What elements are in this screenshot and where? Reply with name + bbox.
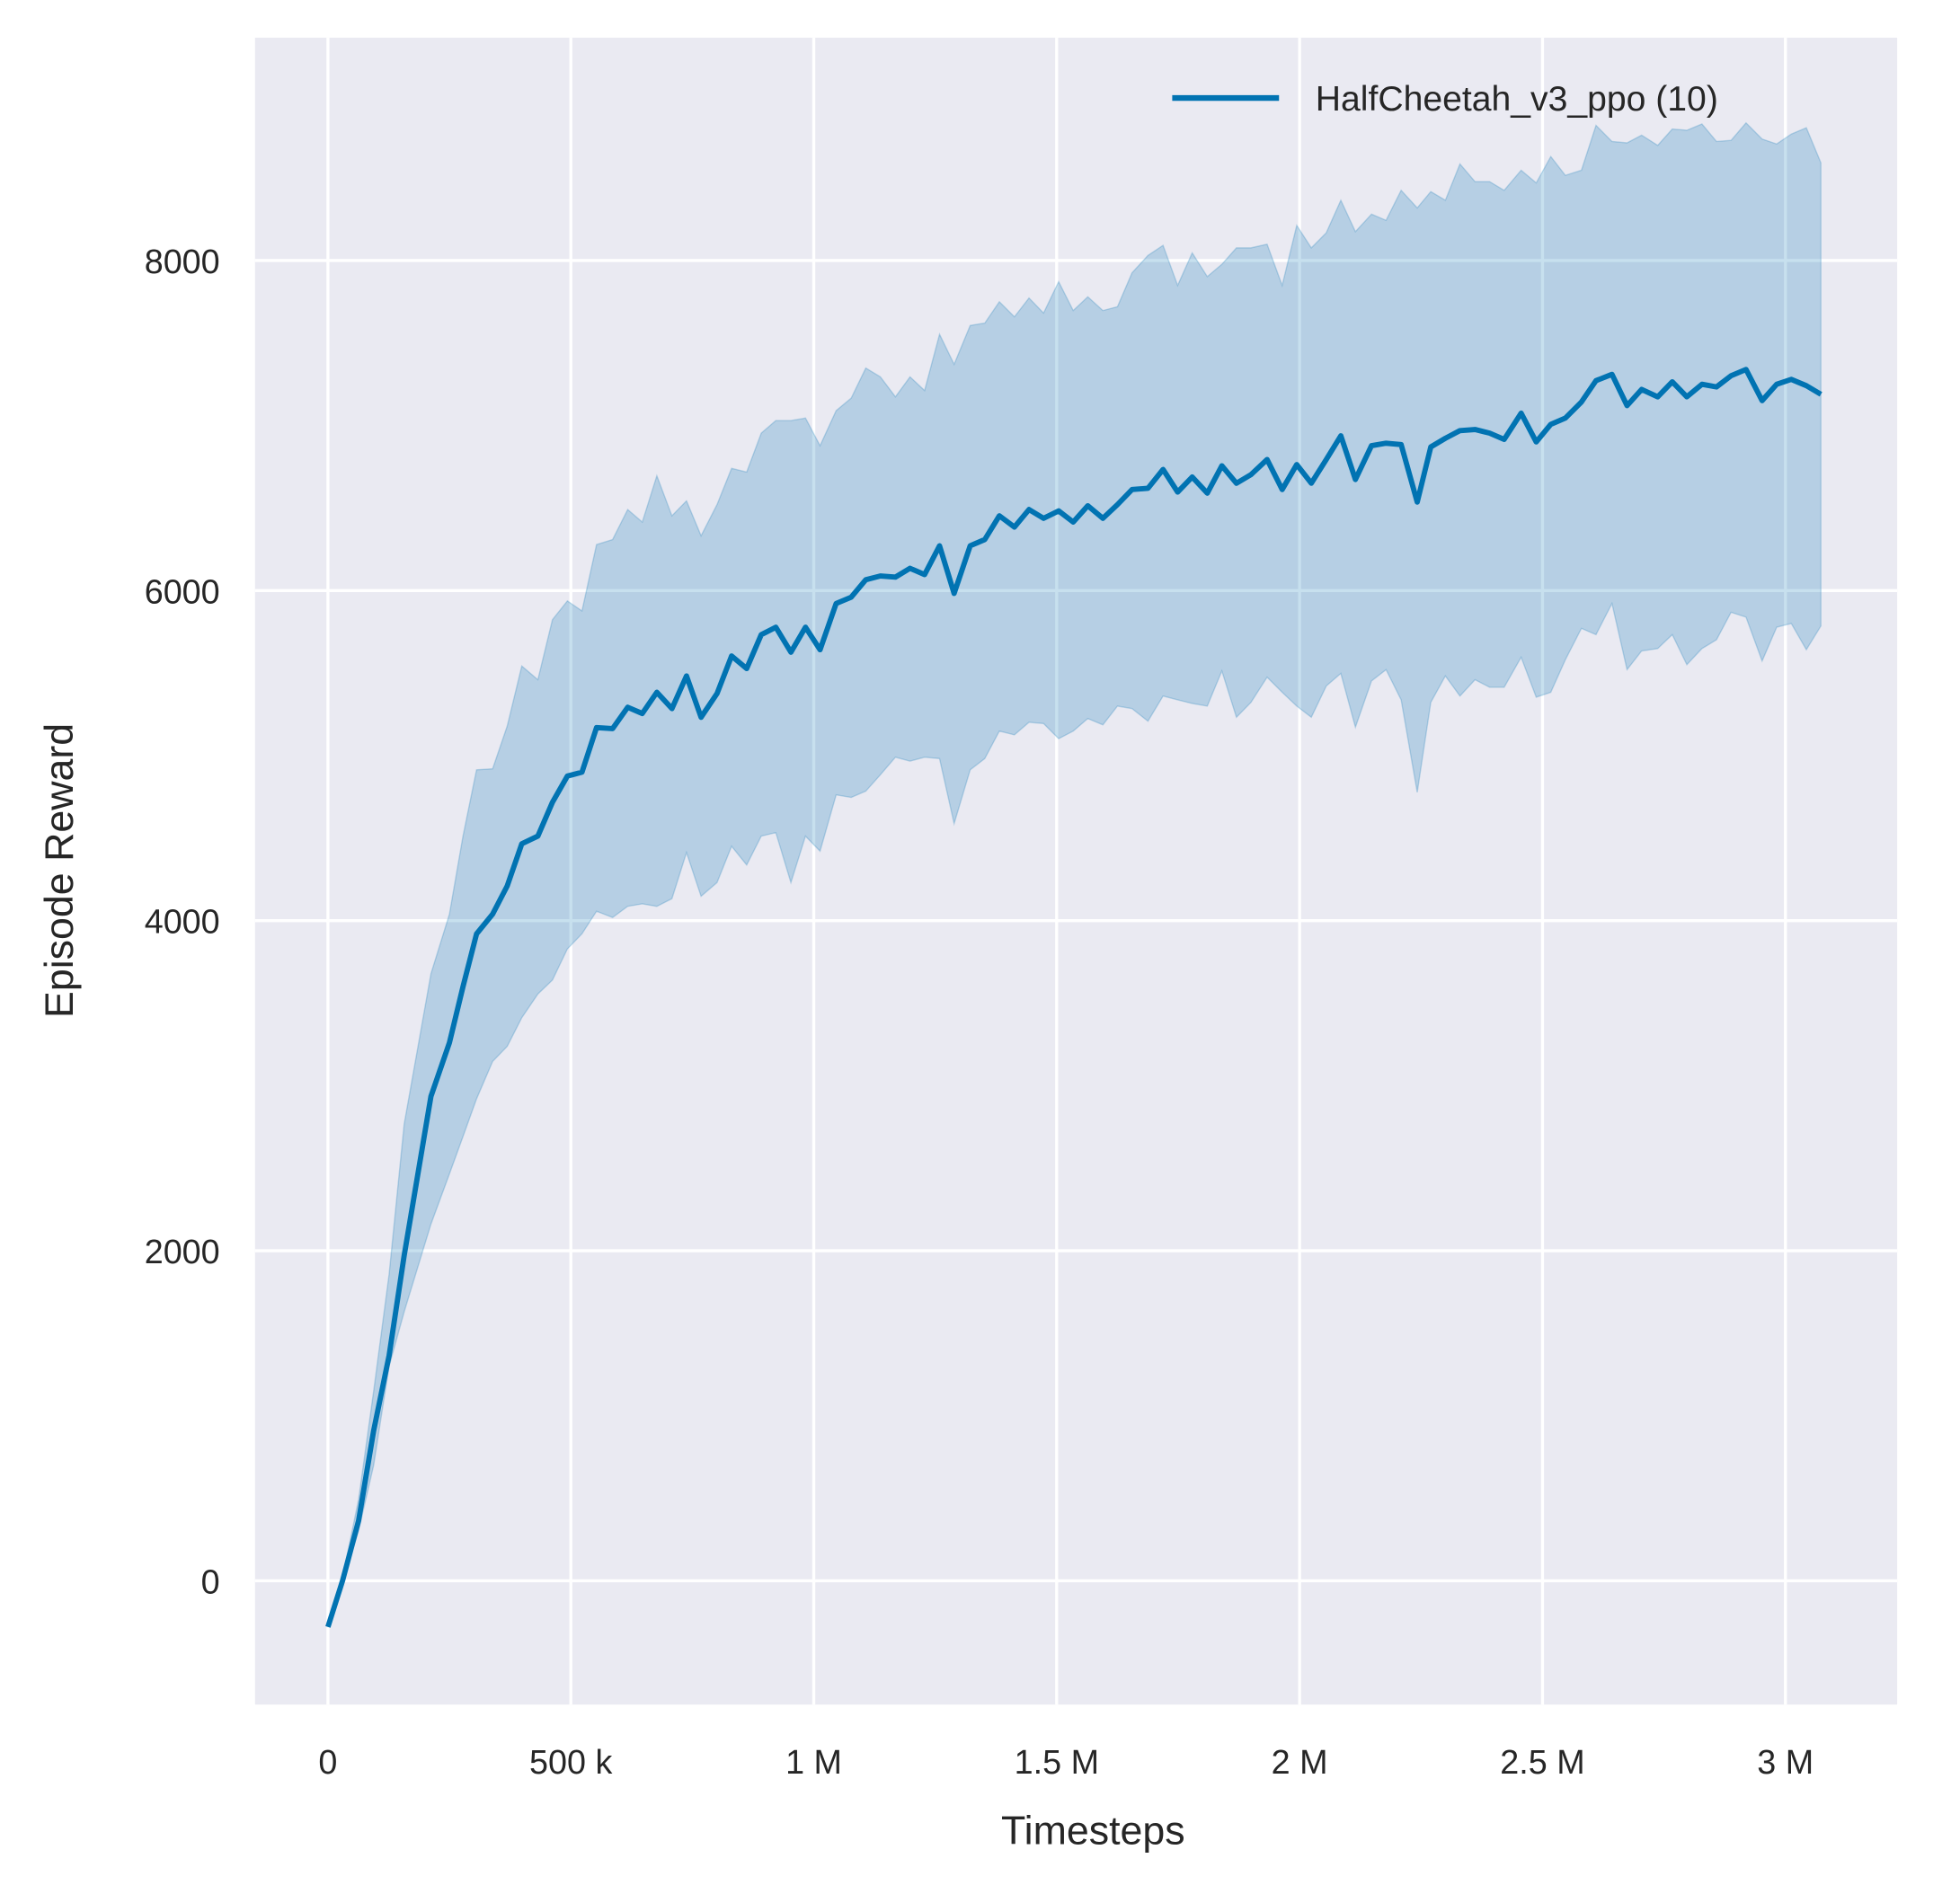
legend-label: HalfCheetah_v3_ppo (10): [1316, 80, 1718, 119]
y-tick-label: 2000: [145, 1233, 220, 1270]
x-tick-labels: 0 500 k 1 M 1.5 M 2 M 2.5 M 3 M: [318, 1743, 1814, 1781]
y-axis-label: Episode Reward: [38, 723, 82, 1018]
legend: HalfCheetah_v3_ppo (10): [1172, 80, 1718, 119]
x-axis-label: Timesteps: [1001, 1809, 1185, 1853]
std-band: [327, 121, 1822, 1628]
y-tick-label: 0: [201, 1562, 220, 1600]
x-tick-label: 0: [318, 1743, 337, 1781]
plot-background: [254, 37, 1898, 1705]
y-tick-label: 8000: [145, 243, 220, 280]
x-tick-label: 2.5 M: [1500, 1743, 1584, 1781]
y-tick-labels: 0 2000 4000 6000 8000: [145, 243, 220, 1601]
x-tick-label: 3 M: [1757, 1743, 1814, 1781]
x-tick-label: 500 k: [529, 1743, 612, 1781]
series-line-halfcheetah: [325, 367, 1823, 1628]
x-tick-label: 2 M: [1272, 1743, 1328, 1781]
y-tick-label: 6000: [145, 572, 220, 610]
y-tick-label: 4000: [145, 903, 220, 941]
x-tick-label: 1 M: [785, 1743, 842, 1781]
grid: [254, 37, 1898, 1705]
x-tick-label: 1.5 M: [1015, 1743, 1099, 1781]
